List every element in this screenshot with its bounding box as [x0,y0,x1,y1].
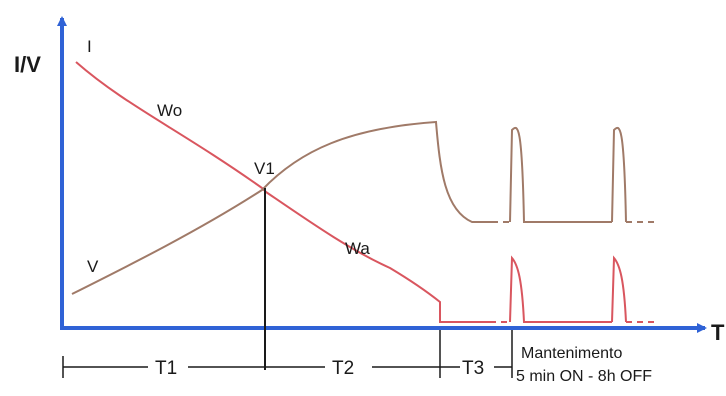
current-pulse-1 [509,255,612,323]
current-curve [75,61,490,323]
y-axis-label: I/V [14,52,41,77]
phase-t2-label: T2 [332,358,354,379]
voltage-label: V [87,257,99,276]
phase-t1-label: T1 [155,358,177,379]
current-label: I [87,37,92,56]
voltage-pulse-2 [611,126,627,223]
voltage-curve [71,120,492,295]
maintenance-schedule: 5 min ON - 8h OFF [516,368,652,385]
wo-label: Wo [157,101,182,120]
maintenance-title: Mantenimento [521,345,622,362]
v1-label: V1 [254,159,275,178]
current-pulse-2 [611,255,627,323]
wa-label: Wa [345,239,370,258]
phase-t3-label: T3 [462,358,484,379]
x-axis-label: T [711,320,725,345]
voltage-pulse-1 [509,126,612,223]
